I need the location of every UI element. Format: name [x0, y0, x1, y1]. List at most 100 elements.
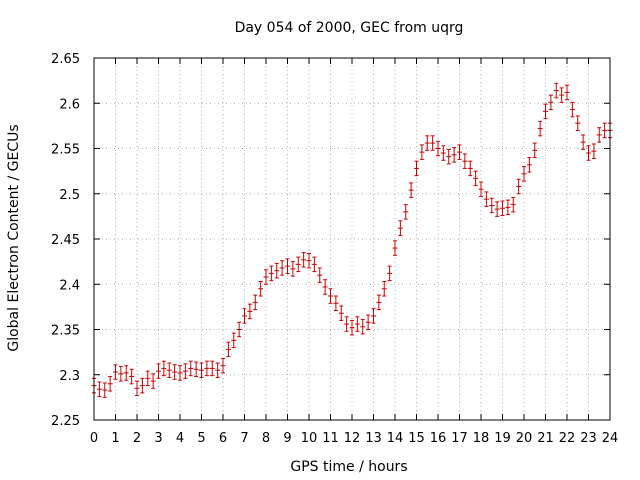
x-tick-label: 2 [133, 431, 141, 446]
y-tick-label: 2.4 [59, 278, 80, 293]
data-point [446, 148, 452, 165]
data-point [548, 94, 554, 111]
data-point [263, 269, 269, 285]
data-point [510, 196, 516, 213]
data-point [489, 197, 495, 214]
x-tick-label: 22 [559, 431, 576, 446]
data-point [118, 366, 124, 382]
data-point [199, 362, 204, 378]
x-tick-label: 17 [451, 431, 468, 446]
data-point [586, 145, 591, 161]
data-point [435, 140, 441, 157]
data-point [301, 252, 307, 268]
x-tick-label: 18 [473, 431, 490, 446]
data-point [252, 294, 258, 311]
data-point [457, 144, 462, 160]
data-point [505, 199, 511, 216]
data-point [569, 101, 575, 118]
data-point [215, 362, 221, 378]
data-point [123, 365, 129, 381]
y-tick-label: 2.3 [59, 369, 80, 384]
data-point [290, 261, 296, 277]
data-point [306, 252, 312, 269]
data-point [156, 363, 161, 379]
data-point [543, 103, 548, 120]
x-tick-label: 21 [537, 431, 554, 446]
data-point [311, 256, 317, 273]
data-point [113, 364, 118, 380]
data-point [145, 370, 151, 387]
data-point [462, 153, 468, 169]
data-point [467, 160, 473, 177]
data-point [580, 134, 586, 150]
data-point [553, 82, 559, 99]
chart-title: Day 054 of 2000, GEC from uqrg [235, 20, 464, 36]
y-tick-label: 2.5 [59, 188, 80, 203]
y-tick-label: 2.6 [59, 97, 80, 112]
data-point [371, 308, 376, 324]
x-tick-labels: 0 1 2 3 4 5 6 7 8 9 10 11 12 13 14 15 16 17 18 19 20 21 22 23 24 [90, 431, 618, 446]
data-point [414, 160, 419, 177]
data-point [96, 381, 102, 397]
y-tick-label: 2.25 [51, 414, 80, 429]
x-tick-label: 1 [111, 431, 119, 446]
data-point [451, 147, 457, 163]
data-point [478, 181, 484, 197]
data-point [129, 368, 135, 385]
x-tick-label: 0 [90, 431, 98, 446]
x-tick-label: 19 [494, 431, 511, 446]
data-point [242, 308, 247, 324]
data-point [161, 360, 167, 377]
data-point [430, 135, 436, 151]
x-tick-label: 24 [602, 431, 619, 446]
data-point [274, 262, 280, 279]
data-point [285, 258, 290, 274]
data-point [188, 360, 194, 377]
data-point [258, 281, 264, 297]
data-point [172, 364, 178, 380]
data-series [91, 82, 613, 398]
data-point [473, 170, 479, 187]
x-tick-label: 12 [344, 431, 361, 446]
x-tick-label: 11 [322, 431, 339, 446]
data-point [419, 144, 425, 160]
data-point [376, 294, 382, 311]
data-point [559, 87, 565, 103]
data-point [403, 204, 409, 220]
data-point [521, 166, 527, 182]
data-point [349, 319, 355, 336]
x-tick-label: 4 [176, 431, 184, 446]
y-tick-label: 2.55 [51, 143, 80, 158]
data-point [107, 376, 113, 392]
data-point [360, 319, 366, 335]
data-point [231, 332, 237, 349]
data-point [392, 240, 398, 256]
data-point [564, 84, 570, 101]
data-point [279, 260, 285, 276]
x-axis-label: GPS time / hours [290, 459, 407, 475]
y-tick-label: 2.65 [51, 52, 80, 67]
data-point [516, 178, 522, 195]
data-point [150, 373, 156, 389]
data-point [182, 363, 188, 379]
x-tick-label: 14 [387, 431, 404, 446]
x-tick-label: 9 [283, 431, 291, 446]
data-point [193, 361, 199, 378]
data-point [354, 316, 360, 332]
data-point [397, 220, 403, 236]
data-point [440, 145, 446, 161]
data-point [602, 122, 608, 139]
x-tick-label: 23 [580, 431, 597, 446]
data-point [532, 142, 538, 159]
x-tick-label: 13 [365, 431, 382, 446]
plot-frame [93, 57, 611, 421]
axis-ticks [93, 57, 611, 421]
data-point [387, 265, 393, 282]
data-point [365, 314, 371, 330]
y-tick-labels: 2.25 2.3 2.35 2.4 2.45 2.5 2.55 2.6 2.65 [51, 52, 80, 429]
data-point [537, 120, 543, 137]
data-point [220, 357, 226, 374]
data-point [102, 382, 108, 398]
x-tick-label: 10 [301, 431, 318, 446]
data-point [575, 115, 581, 131]
